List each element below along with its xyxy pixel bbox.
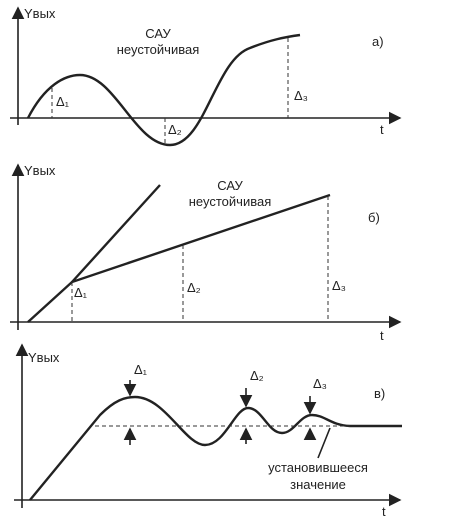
label: САУ	[217, 178, 243, 193]
y-axis-label: Yвых	[24, 163, 56, 178]
delta-label: Δ₁	[134, 362, 148, 377]
label: значение	[290, 477, 346, 492]
label: САУ	[145, 26, 171, 41]
panel-tag: а)	[372, 34, 384, 49]
delta-label: Δ₃	[294, 88, 308, 103]
leader-line	[317, 427, 331, 459]
panel-tag: б)	[368, 210, 380, 225]
label: неустойчивая	[117, 42, 199, 57]
delta-label: Δ₂	[168, 122, 182, 137]
y-axis-label: Yвых	[28, 350, 60, 365]
label: установившееся	[268, 460, 368, 475]
label: неустойчивая	[189, 194, 271, 209]
delta-label: Δ₁	[56, 94, 70, 109]
curve	[29, 395, 402, 501]
delta-label: Δ₃	[332, 278, 346, 293]
delta-label: Δ₁	[74, 285, 88, 300]
curve	[26, 33, 301, 147]
x-axis-label: t	[380, 328, 384, 343]
x-axis-label: t	[380, 122, 384, 137]
panel-tag: в)	[374, 386, 385, 401]
x-axis-label: t	[382, 504, 386, 518]
delta-label: Δ₂	[187, 280, 201, 295]
delta-label: Δ₂	[250, 368, 264, 383]
curve	[71, 184, 161, 283]
panel-b: Yвых t САУ неустойчивая б) Δ₁ Δ₂ Δ₃	[10, 163, 402, 343]
curve	[27, 193, 331, 323]
y-axis-label: Yвых	[24, 6, 56, 21]
panel-a: Yвых t САУ неустойчивая а) Δ₁ Δ₂ Δ₃	[10, 6, 402, 147]
panel-c: Yвых t в) Δ₁ Δ₂ Δ₃ установившееся значен…	[14, 343, 402, 518]
delta-label: Δ₃	[313, 376, 327, 391]
